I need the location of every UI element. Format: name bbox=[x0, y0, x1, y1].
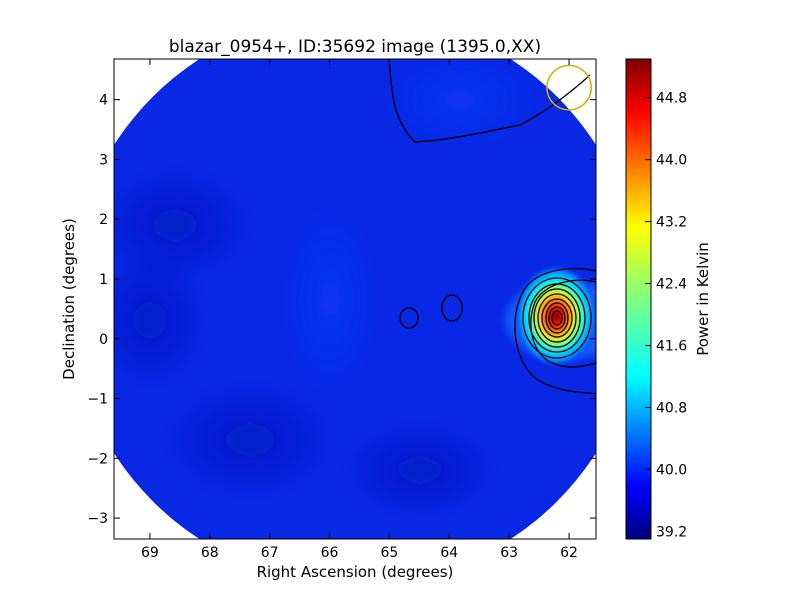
colorbar-tick-label: 44.8 bbox=[656, 91, 687, 107]
x-tick-label: 66 bbox=[321, 545, 339, 561]
colorbar-tick-label: 40.8 bbox=[656, 400, 687, 416]
beam-marker bbox=[546, 64, 592, 111]
y-tick-label: −1 bbox=[87, 392, 108, 408]
y-tick-label: 2 bbox=[99, 212, 108, 228]
y-axis: −3 −2 −1 0 1 2 3 4 bbox=[87, 93, 596, 527]
colorbar-tick-label: 41.6 bbox=[656, 338, 687, 354]
colorbar bbox=[625, 58, 652, 540]
field-of-view bbox=[114, 59, 596, 539]
y-axis-label: Declination (degrees) bbox=[60, 218, 78, 380]
x-axis: 69 68 67 66 65 64 63 62 bbox=[141, 59, 578, 561]
x-axis-label: Right Ascension (degrees) bbox=[257, 563, 454, 581]
colorbar-tick-label: 42.4 bbox=[656, 277, 687, 293]
y-tick-label: 0 bbox=[99, 332, 108, 348]
colorbar-tick-label: 43.2 bbox=[656, 215, 687, 231]
x-tick-label: 67 bbox=[261, 545, 279, 561]
colorbar-label: Power in Kelvin bbox=[694, 242, 712, 356]
x-tick-label: 63 bbox=[500, 545, 518, 561]
contours bbox=[388, 59, 596, 395]
y-tick-label: 4 bbox=[99, 93, 108, 109]
colorbar-tick-label: 39.2 bbox=[656, 524, 687, 540]
x-tick-label: 68 bbox=[201, 545, 219, 561]
colorbar-tick-label: 44.0 bbox=[656, 153, 687, 169]
x-tick-label: 64 bbox=[440, 545, 458, 561]
plot-frame bbox=[113, 58, 597, 540]
y-tick-label: −3 bbox=[87, 511, 108, 527]
colorbar-ticks: 39.2 40.0 40.8 41.6 42.4 43.2 44.0 44.8 bbox=[645, 91, 687, 540]
colorbar-tick-label: 40.0 bbox=[656, 462, 687, 478]
x-tick-label: 69 bbox=[141, 545, 159, 561]
x-tick-label: 62 bbox=[560, 545, 578, 561]
y-tick-label: 1 bbox=[99, 272, 108, 288]
y-tick-label: 3 bbox=[99, 152, 108, 168]
x-tick-label: 65 bbox=[381, 545, 399, 561]
y-tick-label: −2 bbox=[87, 451, 108, 467]
heatmap bbox=[114, 59, 596, 539]
chart-title: blazar_0954+, ID:35692 image (1395.0,XX) bbox=[169, 37, 541, 57]
